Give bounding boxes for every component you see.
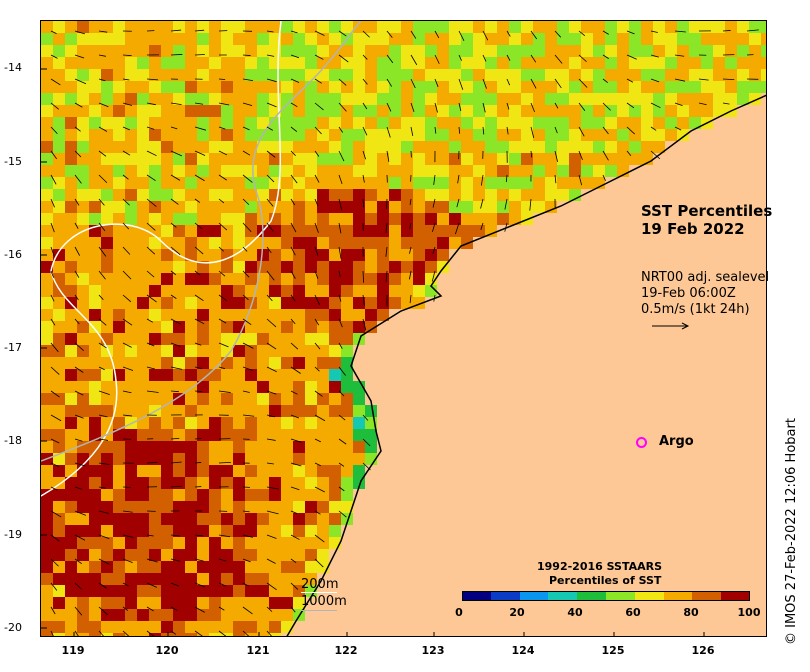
- colorbar-tick-label: 60: [625, 606, 641, 619]
- colorbar-subtitle: Percentiles of SST: [549, 574, 662, 587]
- y-tick-label: -14: [4, 61, 22, 74]
- axis-ticks: [41, 68, 705, 636]
- argo-marker-icon: [636, 437, 647, 448]
- map-date: 19 Feb 2022: [641, 220, 745, 238]
- x-tick-label: 120: [155, 644, 179, 657]
- map-title: SST Percentiles: [641, 202, 773, 220]
- colorbar-tick-label: 100: [737, 606, 761, 619]
- contour-1000m-swatch: [301, 610, 337, 611]
- colorbar-swatch: [577, 591, 607, 601]
- contour-200m-label: 200m: [301, 577, 339, 592]
- y-tick-label: -17: [4, 341, 22, 354]
- x-tick-label: 126: [691, 644, 715, 657]
- sst-field: [41, 21, 766, 636]
- colorbar-swatch: [548, 591, 578, 601]
- colorbar-swatch: [634, 591, 665, 601]
- colorbar-swatch: [692, 591, 722, 601]
- vector-source-label: NRT00 adj. sealevel: [641, 270, 770, 285]
- contour-200m-swatch: [301, 592, 337, 593]
- colorbar-tick-label: 80: [683, 606, 699, 619]
- y-tick-label: -15: [4, 155, 22, 168]
- x-tick-label: 123: [421, 644, 445, 657]
- y-tick-label: -16: [4, 248, 22, 261]
- credit-label: © IMOS 27-Feb-2022 12:06 Hobart: [784, 418, 799, 645]
- contour-1000m: [41, 21, 362, 462]
- x-tick-label: 124: [511, 644, 535, 657]
- x-tick-label: 121: [246, 644, 270, 657]
- y-tick-label: -20: [4, 621, 22, 634]
- x-tick-label: 119: [61, 644, 85, 657]
- vector-scale-label: 0.5m/s (1kt 24h): [641, 302, 750, 317]
- colorbar-tick-label: 20: [509, 606, 525, 619]
- colorbar-swatch: [462, 591, 492, 601]
- contour-200m: [41, 21, 282, 497]
- coastline: [286, 94, 766, 636]
- y-tick-label: -19: [4, 528, 22, 541]
- x-tick-label: 125: [601, 644, 625, 657]
- colorbar-tick-label: 40: [567, 606, 583, 619]
- sst-map: [40, 20, 767, 637]
- y-tick-label: -18: [4, 434, 22, 447]
- x-tick-label: 122: [334, 644, 358, 657]
- vector-scale-arrow-icon: [652, 322, 690, 330]
- current-vectors: [50, 29, 759, 636]
- colorbar-swatch: [663, 591, 693, 601]
- colorbar-swatch: [519, 591, 549, 601]
- colorbar-swatch: [721, 591, 751, 601]
- colorbar-frame: [462, 591, 750, 601]
- vector-time-label: 19-Feb 06:00Z: [641, 286, 736, 301]
- colorbar-title: 1992-2016 SSTAARS: [537, 560, 663, 573]
- argo-label: Argo: [659, 434, 694, 449]
- sst-map-canvas: [41, 21, 766, 636]
- colorbar-tick-label: 0: [455, 606, 463, 619]
- colorbar-swatch: [606, 591, 636, 601]
- contour-1000m-label: 1000m: [301, 594, 347, 609]
- colorbar-swatch: [490, 591, 521, 601]
